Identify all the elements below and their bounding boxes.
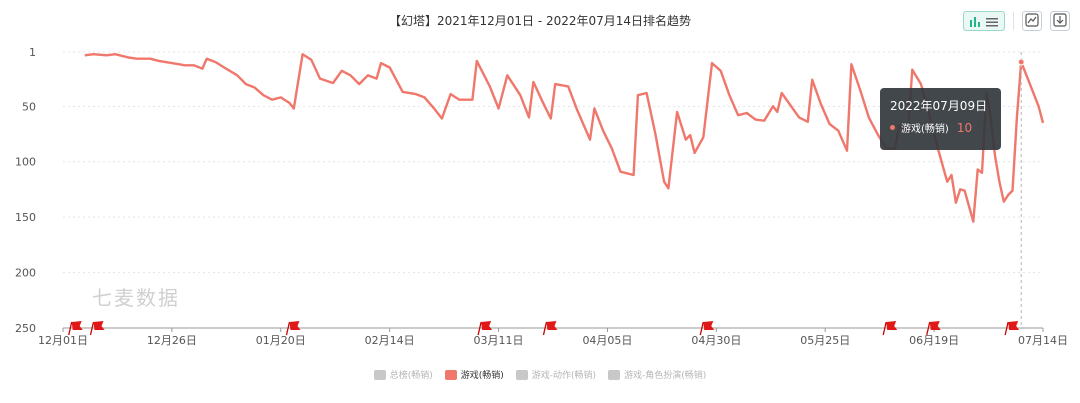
x-tick-label: 06月19日: [909, 334, 959, 347]
chart-title: 【幻塔】2021年12月01日 - 2022年07月14日排名趋势: [388, 14, 692, 28]
save-image-button[interactable]: [1022, 11, 1042, 31]
download-icon: [1053, 12, 1067, 31]
watermark: 七麦数据: [92, 286, 180, 310]
download-button[interactable]: [1050, 11, 1070, 31]
y-tick-label: 250: [15, 322, 36, 335]
bar-chart-icon: [970, 12, 982, 31]
chart-toolbar: [963, 10, 1070, 32]
y-tick-label: 100: [15, 156, 36, 169]
x-tick-label: 05月25日: [800, 334, 850, 347]
legend-item[interactable]: 游戏-动作(畅销): [515, 368, 597, 381]
y-tick-label: 150: [15, 211, 36, 224]
x-tick-label: 12月01日: [38, 334, 88, 347]
y-tick-label: 50: [22, 100, 36, 113]
legend-label: 总榜(畅销): [389, 371, 433, 381]
chart-view-toggle[interactable]: [963, 11, 1005, 31]
legend-label: 游戏-角色扮演(畅销): [624, 371, 707, 381]
event-flag-icon[interactable]: [1004, 321, 1020, 336]
x-tick-label: 02月14日: [365, 334, 415, 347]
x-tick-label: 04月05日: [582, 334, 632, 347]
event-flag-icon[interactable]: [477, 321, 493, 336]
event-flag-icon[interactable]: [882, 321, 898, 336]
event-flag-icon[interactable]: [542, 321, 558, 336]
event-flag-icon[interactable]: [285, 321, 301, 336]
hover-point: [1017, 58, 1025, 66]
tooltip: 2022年07月09日 游戏(畅销) 10: [880, 88, 1001, 150]
legend-item[interactable]: 游戏(畅销): [444, 368, 504, 381]
tooltip-row: 游戏(畅销) 10: [890, 120, 991, 135]
series-line: [84, 53, 1045, 223]
y-tick-label: 1: [29, 46, 36, 59]
legend-swatch: [515, 369, 528, 380]
event-flag-icon[interactable]: [68, 321, 83, 336]
tooltip-value: 10: [956, 120, 973, 135]
y-tick-label: 200: [15, 267, 36, 280]
x-tick-label: 03月11日: [474, 334, 524, 347]
legend-swatch: [608, 369, 621, 380]
legend-label: 游戏-动作(畅销): [531, 371, 597, 381]
x-tick-label: 04月30日: [691, 334, 741, 347]
toolbar-divider: [1013, 12, 1014, 30]
legend-label: 游戏(畅销): [460, 371, 504, 381]
legend: 总榜(畅销) 游戏(畅销) 游戏-动作(畅销) 游戏-角色扮演(畅销): [0, 368, 1080, 381]
list-icon: [986, 12, 998, 31]
legend-swatch: [444, 369, 457, 380]
x-tick-label: 12月26日: [147, 334, 197, 347]
image-download-icon: [1025, 12, 1039, 31]
event-flag-icon[interactable]: [926, 321, 941, 336]
tooltip-date: 2022年07月09日: [890, 99, 988, 113]
x-tick-label: 01月20日: [256, 334, 306, 347]
legend-swatch: [373, 369, 386, 380]
event-flag-icon[interactable]: [89, 321, 105, 336]
x-tick-label: 07月14日: [1018, 334, 1068, 347]
legend-item[interactable]: 总榜(畅销): [373, 368, 433, 381]
tooltip-series-name: 游戏(畅销): [901, 124, 949, 135]
event-flag-icon[interactable]: [699, 321, 715, 336]
tooltip-series-dot: [890, 125, 895, 130]
legend-item[interactable]: 游戏-角色扮演(畅销): [608, 368, 706, 381]
